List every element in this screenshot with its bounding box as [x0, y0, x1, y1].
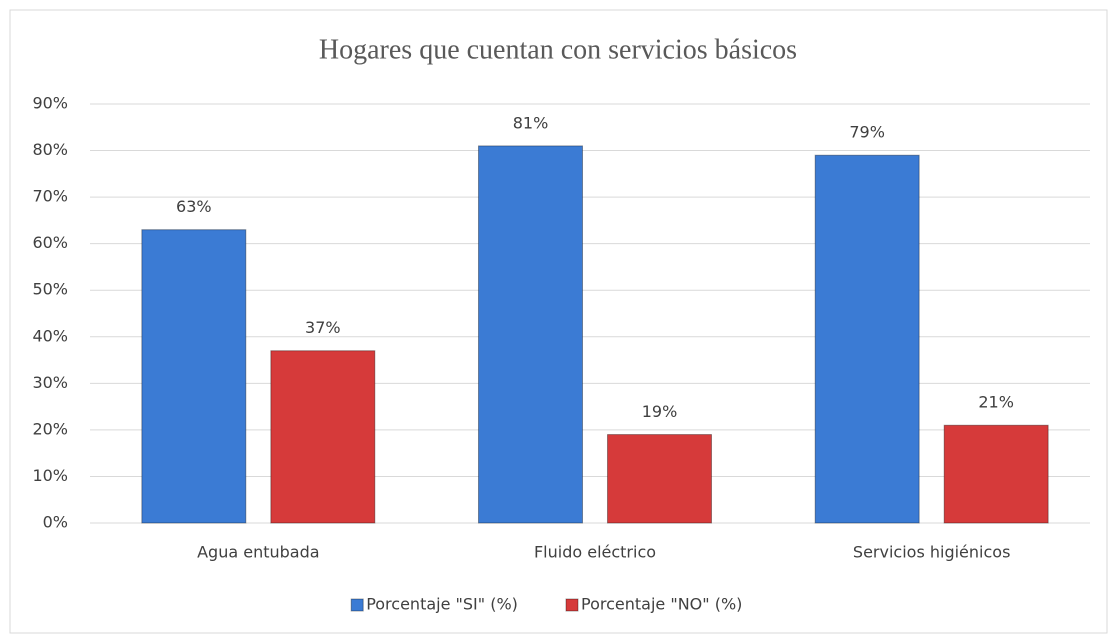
bar	[607, 434, 712, 524]
value-label: 21%	[978, 393, 1014, 412]
y-tick-label: 90%	[32, 94, 68, 113]
chart-title: Hogares que cuentan con servicios básico…	[319, 34, 797, 65]
bar	[141, 229, 247, 524]
x-tick-label: Fluido eléctrico	[534, 543, 656, 562]
legend-swatch	[565, 598, 579, 612]
y-tick-label: 0%	[43, 513, 68, 532]
bar	[943, 424, 1049, 524]
legend-label: Porcentaje "NO" (%)	[581, 595, 742, 614]
bar	[270, 350, 376, 524]
y-tick-label: 50%	[32, 280, 68, 299]
value-label: 81%	[513, 113, 549, 132]
y-tick-label: 30%	[32, 373, 68, 392]
y-tick-label: 10%	[32, 466, 68, 485]
value-label: 79%	[849, 123, 885, 142]
y-tick-label: 40%	[32, 326, 68, 345]
y-tick-label: 70%	[32, 187, 68, 206]
y-tick-label: 20%	[32, 419, 68, 438]
legend-label: Porcentaje "SI" (%)	[366, 595, 518, 614]
y-tick-label: 80%	[32, 140, 68, 159]
x-tick-label: Servicios higiénicos	[853, 543, 1010, 562]
value-label: 37%	[305, 318, 341, 337]
bar	[814, 154, 920, 524]
y-tick-label: 60%	[32, 233, 68, 252]
x-tick-label: Agua entubada	[197, 543, 319, 562]
value-label: 19%	[642, 402, 678, 421]
legend-swatch	[350, 598, 364, 612]
value-label: 63%	[176, 197, 212, 216]
bar	[478, 145, 583, 524]
